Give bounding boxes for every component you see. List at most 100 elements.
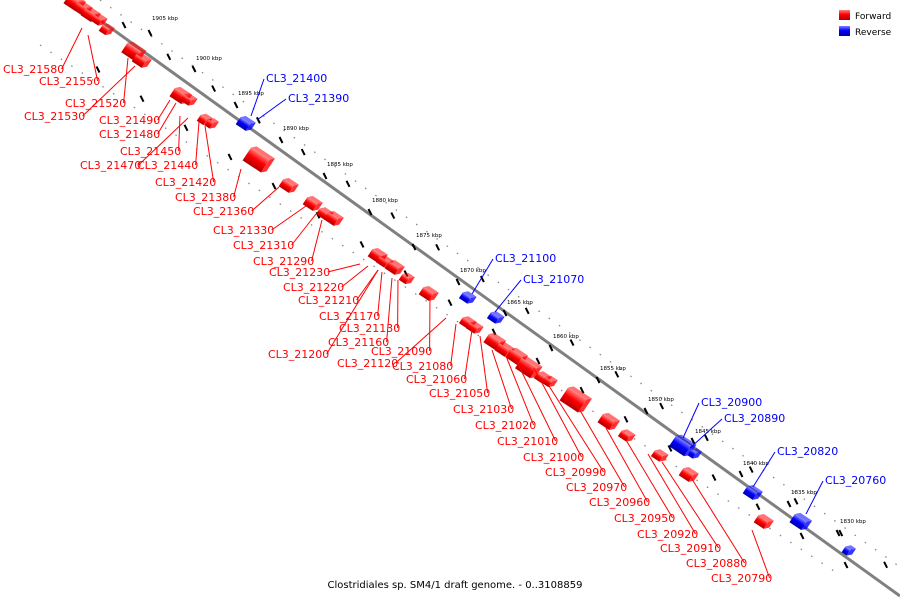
gene-label-forward: CL3_20920 [637, 528, 698, 541]
reverse-gene [687, 448, 702, 459]
gene-label-forward: CL3_21030 [453, 403, 514, 416]
axis-dash [524, 307, 530, 315]
forward-gene [98, 23, 115, 36]
gene-label-forward: CL3_20910 [660, 542, 721, 555]
gene-label-forward: CL3_21360 [193, 205, 254, 218]
leader-line [533, 367, 583, 458]
gene-label-forward: CL3_21380 [175, 191, 236, 204]
gene-label-forward: CL3_21060 [406, 373, 467, 386]
ruler-label: 1840 kbp [743, 461, 769, 467]
leader-line [178, 115, 181, 152]
forward-gene [204, 118, 219, 129]
leader-line [251, 186, 280, 212]
leader-line [233, 168, 242, 198]
ruler-tick [278, 136, 284, 144]
leader-line [250, 78, 265, 117]
axis-dash [793, 497, 799, 505]
axis-dash [435, 243, 440, 251]
axis-dash [480, 275, 485, 283]
forward-gene [302, 196, 323, 211]
axis-dash [623, 415, 629, 423]
leader-line [291, 213, 317, 246]
axis-dash [300, 148, 306, 156]
leader-line [751, 529, 771, 579]
axis-dash [271, 182, 277, 190]
kbp-ruler: 1905 kbp 1900 kbp 1895 kbp 1890 kbp 1885 kbp… [147, 16, 866, 537]
leader-line [689, 418, 723, 449]
forward-gene [617, 429, 636, 442]
leader-line [195, 121, 200, 166]
gene-label-forward: CL3_21330 [213, 224, 274, 237]
ruler-tick [835, 529, 841, 537]
reverse-gene [669, 434, 697, 457]
leader-line [157, 99, 171, 121]
gene-label-reverse: CL3_20820 [777, 445, 838, 458]
axis-dash [121, 21, 127, 29]
ruler-tick [191, 65, 197, 73]
forward-gene [323, 211, 344, 226]
ruler-tick [367, 208, 373, 216]
axis-dash [711, 474, 717, 482]
gene-label-forward: CL3_21440 [137, 159, 198, 172]
leader-line [157, 102, 177, 135]
gene-label-forward: CL3_20950 [614, 512, 675, 525]
ruler-label: 1890 kbp [283, 126, 309, 132]
ruler-label: 1880 kbp [372, 198, 398, 204]
gene-features [63, 0, 856, 556]
genome-axis [71, 0, 900, 598]
reverse-gene [458, 291, 477, 304]
leader-line [548, 385, 605, 473]
axis-dash [166, 53, 172, 61]
leader-line [271, 205, 307, 231]
ruler-label: 1850 kbp [648, 397, 674, 403]
gene-labels: CL3_21580CL3_21550CL3_21520CL3_21530CL3_… [3, 27, 886, 585]
axis-dash [211, 85, 216, 92]
leader-line [573, 399, 626, 488]
forward-gene [418, 286, 439, 301]
leader-line [386, 277, 393, 343]
leader-line [464, 329, 473, 380]
axis-dash [227, 153, 233, 161]
gene-label-forward: CL3_21420 [155, 176, 216, 189]
ruler-label: 1900 kbp [196, 56, 222, 62]
axis-dash [843, 561, 849, 569]
forward-gene [678, 467, 699, 482]
ruler-label: 1855 kbp [600, 366, 626, 372]
reverse-gene [841, 545, 856, 556]
forward-gene [650, 449, 669, 462]
leader-line [204, 125, 215, 183]
legend-reverse-label: Reverse [855, 28, 892, 38]
reverse-gene [742, 485, 763, 500]
forward-gene [179, 93, 198, 106]
leader-line [311, 219, 323, 262]
leader-line [450, 323, 457, 367]
leader-line [82, 65, 136, 117]
axis-dash [95, 66, 101, 73]
leader-line [515, 359, 557, 442]
gene-label-reverse: CL3_20760 [825, 474, 886, 487]
gene-label-reverse: CL3_21100 [495, 252, 556, 265]
ruler-tick [502, 309, 508, 317]
axis-dash [183, 124, 189, 132]
leader-line [661, 461, 720, 549]
gene-label-forward: CL3_21480 [99, 128, 160, 141]
forward-dashes [95, 66, 849, 569]
axis-dash [667, 445, 673, 452]
gene-label-reverse: CL3_21070 [523, 273, 584, 286]
gene-label-forward: CL3_21130 [339, 322, 400, 335]
reverse-track-line [99, 0, 900, 568]
gene-label-reverse: CL3_21400 [266, 72, 327, 85]
forward-gene [384, 260, 405, 275]
leader-line [123, 57, 129, 104]
gene-label-forward: CL3_21450 [120, 145, 181, 158]
axis-dash [390, 212, 396, 219]
forward-gene [541, 375, 558, 388]
axis-dash [139, 95, 145, 103]
forward-gene [242, 146, 275, 173]
leader-line [689, 475, 746, 564]
reverse-gene [789, 512, 813, 530]
gene-label-forward: CL3_21550 [39, 75, 100, 88]
gene-label-reverse: CL3_21390 [288, 92, 349, 105]
ruler-tick [738, 470, 744, 478]
